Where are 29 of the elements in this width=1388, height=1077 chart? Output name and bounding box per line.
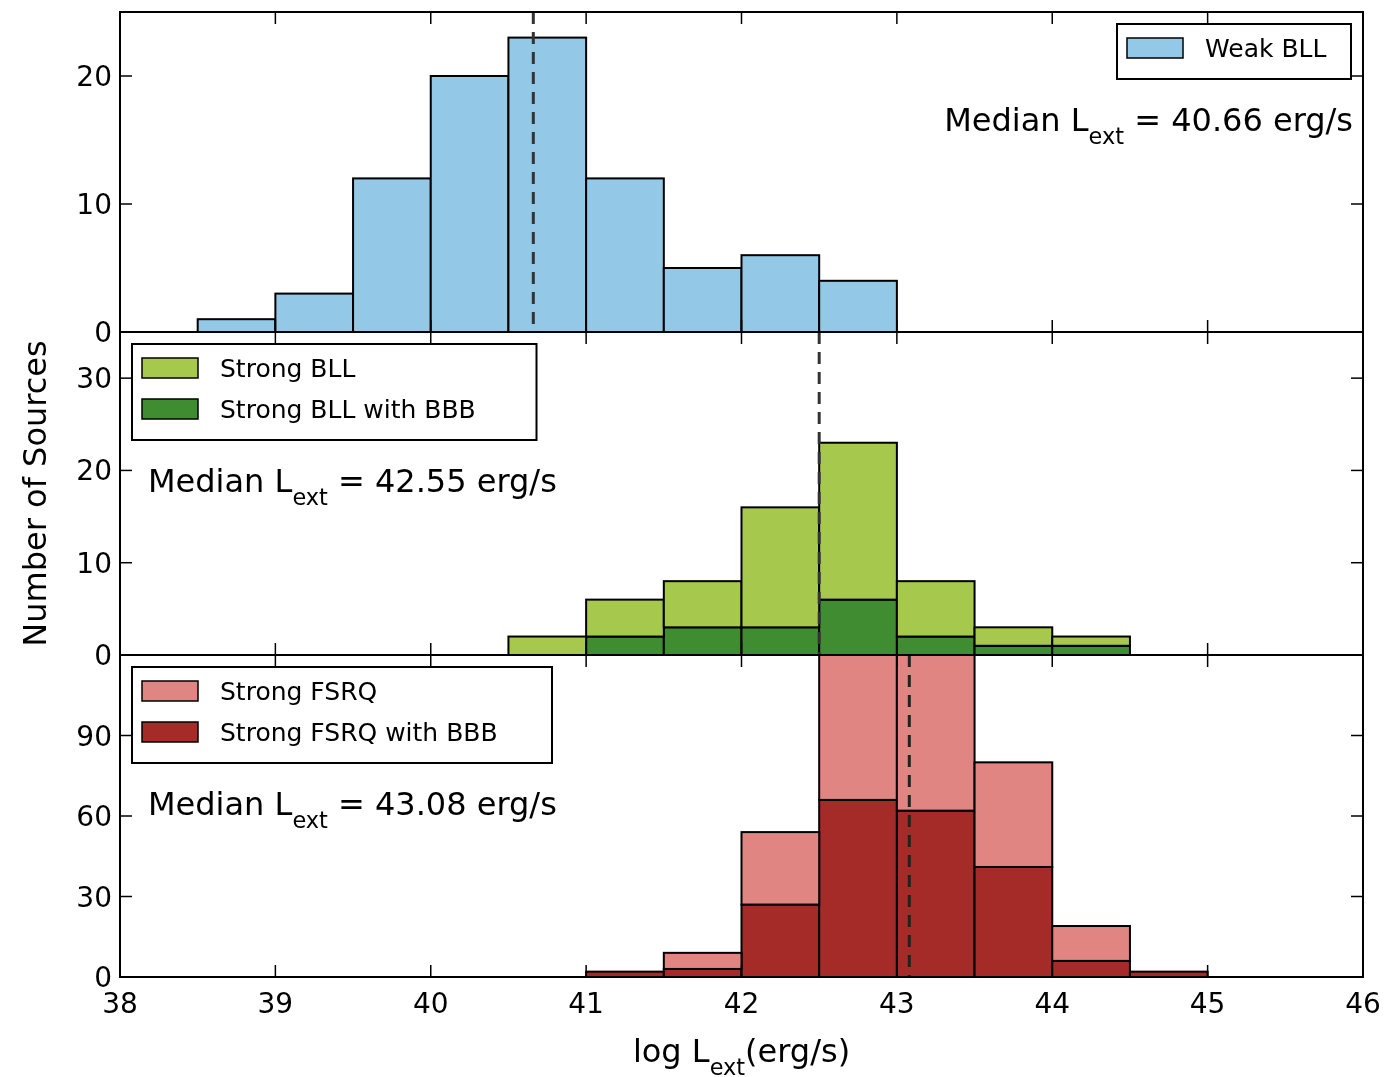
y-tick-label: 0: [94, 316, 112, 349]
annotation: Median L$_{ext}$ = 42.55 erg/s: [148, 462, 557, 510]
y-tick-label: 10: [76, 188, 112, 221]
x-tick-label: 40: [412, 987, 449, 1020]
y-tick-label: 30: [76, 880, 112, 914]
y-tick-label: 30: [76, 362, 112, 396]
legend-label: Weak BLL: [1205, 34, 1327, 63]
annotation: Median L$_{ext}$ = 43.08 erg/s: [148, 785, 557, 833]
x-tick-label: 44: [1034, 987, 1071, 1020]
y-tick-label: 10: [76, 546, 112, 580]
x-tick-label: 46: [1345, 987, 1381, 1020]
legend-label: Strong FSRQ: [220, 677, 378, 706]
x-tick-label: 38: [102, 987, 138, 1020]
y-tick-label: 90: [76, 719, 112, 753]
y-tick-label: 0: [94, 639, 112, 672]
legend-label: Strong FSRQ with BBB: [220, 718, 498, 747]
x-tick-label: 41: [568, 987, 604, 1020]
annotation: Median L$_{ext}$ = 40.66 erg/s: [944, 101, 1353, 149]
y-tick-label: 20: [76, 454, 112, 488]
x-axis-title: log L$_{ext}$(erg/s): [632, 1032, 851, 1077]
legend-label: Strong BLL with BBB: [220, 395, 476, 424]
legend-label: Strong BLL: [220, 354, 356, 383]
y-axis-title: Number of Sources: [16, 340, 54, 647]
y-tick-label: 20: [76, 60, 112, 93]
x-tick-label: 45: [1189, 987, 1226, 1020]
x-tick-label: 43: [879, 987, 915, 1020]
x-tick-label: 42: [723, 987, 760, 1020]
y-tick-label: 60: [76, 800, 112, 833]
x-tick-label: 39: [257, 987, 294, 1020]
